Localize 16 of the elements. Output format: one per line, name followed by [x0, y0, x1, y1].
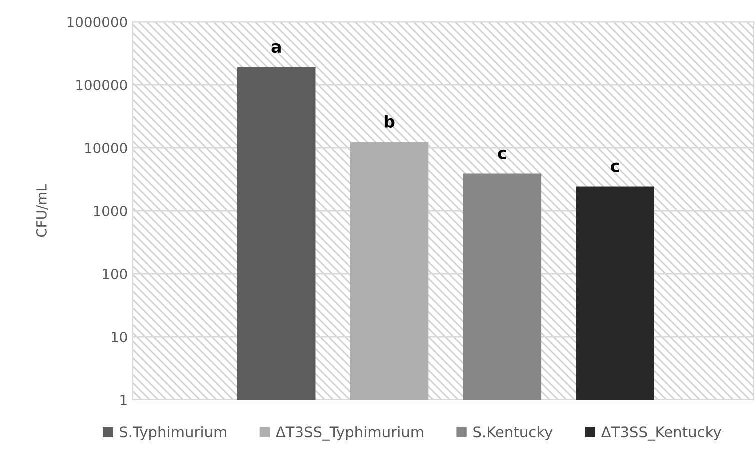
- y-tick-label: 1000000: [68, 16, 128, 28]
- annotation: c: [498, 150, 506, 160]
- y-tick-label: 100: [103, 268, 128, 280]
- y-tick-label: 10000: [85, 142, 128, 154]
- y-axis-title: CFU/mL: [36, 184, 48, 238]
- y-tick-label: 100000: [76, 80, 128, 90]
- annotation: c: [611, 162, 620, 172]
- legend-label: S.Kentucky: [474, 426, 553, 440]
- y-tick-label: 1: [120, 395, 127, 406]
- legend-label: ΔT3SS_Typhimurium: [276, 426, 424, 441]
- legend-label: S.Typhimurium: [120, 426, 227, 440]
- y-tick-label: 1000: [94, 206, 128, 216]
- legend-label: ΔT3SS_Kentucky: [601, 426, 722, 441]
- annotation: a: [272, 44, 281, 54]
- y-tick-label: 10: [112, 332, 128, 342]
- annotation: b: [384, 115, 395, 128]
